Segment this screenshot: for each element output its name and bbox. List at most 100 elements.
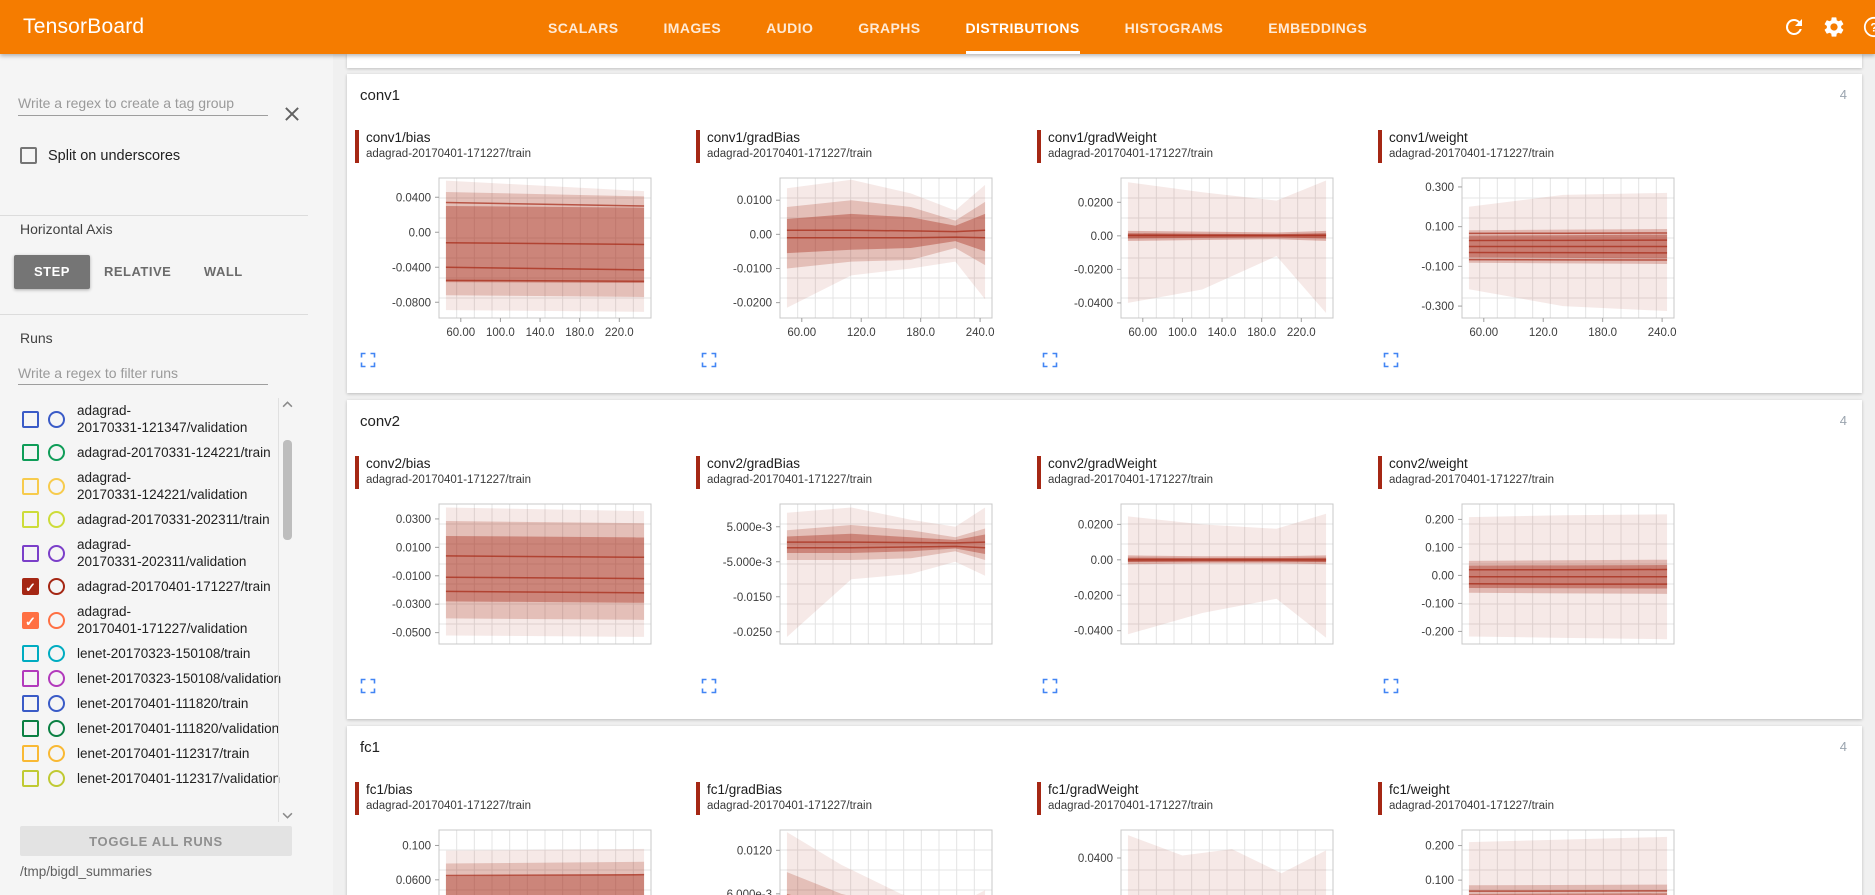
run-radio[interactable] (48, 720, 65, 737)
tab-graphs[interactable]: GRAPHS (858, 20, 921, 36)
run-radio[interactable] (48, 745, 65, 762)
run-row[interactable]: lenet-20170401-112317/train (0, 741, 302, 766)
expand-chart-button[interactable] (359, 352, 377, 370)
axis-relative-button[interactable]: RELATIVE (104, 264, 172, 279)
axis-wall-button[interactable]: WALL (203, 264, 243, 279)
chart-tag-name: conv2/gradBias (707, 456, 801, 471)
expand-chart-button[interactable] (700, 352, 718, 370)
run-row[interactable]: lenet-20170323-150108/train (0, 641, 302, 666)
tag-group-header[interactable]: conv2 4 (347, 400, 1862, 442)
run-checkbox[interactable] (22, 770, 39, 787)
svg-text:0.00: 0.00 (750, 229, 772, 241)
distribution-chart[interactable]: 0.0200 0.00 -0.0200 -0.0400 60.00 100.0 140.0 1… (1035, 172, 1371, 344)
distribution-chart[interactable]: 5.000e-3 -5.000e-3 -0.0150 -0.0250 (694, 498, 1030, 670)
run-checkbox[interactable] (22, 720, 39, 737)
run-row[interactable]: adagrad- 20170331-202311/validation (0, 532, 302, 574)
run-row[interactable]: adagrad-20170331-124221/train (0, 440, 302, 465)
horizontal-axis-label: Horizontal Axis (20, 221, 113, 237)
run-radio[interactable] (48, 544, 65, 562)
run-checkbox[interactable] (22, 670, 39, 687)
expand-chart-button[interactable] (1041, 678, 1059, 696)
expand-chart-button[interactable] (1041, 352, 1059, 370)
svg-text:0.100: 0.100 (402, 840, 431, 852)
run-checkbox[interactable] (22, 645, 39, 662)
run-row[interactable]: ✓ adagrad-20170401-171227/train (0, 574, 302, 599)
scroll-down-icon[interactable] (282, 812, 293, 819)
run-radio[interactable] (48, 645, 65, 662)
chart-tag-name: conv2/bias (366, 456, 431, 471)
help-icon[interactable]: ? (1862, 15, 1875, 39)
settings-gear-icon[interactable] (1822, 15, 1846, 39)
scrollbar-thumb[interactable] (283, 440, 292, 540)
scroll-up-icon[interactable] (282, 401, 293, 408)
distribution-chart[interactable]: 0.0300 0.0100 -0.0100 -0.0300 -0.0500 (353, 498, 689, 670)
tag-group-header[interactable]: conv1 4 (347, 74, 1862, 116)
run-checkbox[interactable] (22, 544, 39, 562)
run-checkbox[interactable] (22, 410, 39, 428)
run-name: adagrad-20170331-202311/train (77, 512, 270, 527)
run-checkbox[interactable]: ✓ (22, 611, 39, 629)
run-radio[interactable] (48, 410, 65, 428)
split-underscores-checkbox[interactable] (20, 147, 37, 164)
svg-text:5.000e-3: 5.000e-3 (727, 522, 772, 534)
run-regex-input[interactable] (18, 361, 268, 385)
run-radio[interactable] (48, 578, 65, 595)
split-underscores-option[interactable]: Split on underscores (20, 147, 180, 164)
toggle-all-runs-button[interactable]: TOGGLE ALL RUNS (20, 826, 292, 856)
run-row[interactable]: ✓ adagrad- 20170401-171227/validation (0, 599, 302, 641)
run-radio[interactable] (48, 511, 65, 528)
distribution-chart[interactable]: 0.0400 0.00 -0.0400 -0.0800 60.00 100.0 140.0 1… (353, 172, 689, 344)
expand-chart-button[interactable] (1382, 352, 1400, 370)
distribution-chart[interactable]: 0.0200 0.00 -0.0200 -0.0400 (1035, 498, 1371, 670)
run-row[interactable]: lenet-20170401-111820/train (0, 691, 302, 716)
run-radio[interactable] (48, 770, 65, 787)
run-radio[interactable] (48, 670, 65, 687)
run-checkbox[interactable]: ✓ (22, 578, 39, 595)
axis-step-button[interactable]: STEP (14, 255, 90, 289)
tag-group-card-fc1: fc1 4 fc1/bias adagrad-20170401-171227/trai… (347, 726, 1862, 895)
tab-scalars[interactable]: SCALARS (548, 20, 619, 36)
refresh-icon[interactable] (1782, 15, 1806, 39)
chart-run-name: adagrad-20170401-171227/train (1048, 799, 1213, 812)
close-icon[interactable] (281, 103, 303, 125)
expand-chart-button[interactable] (359, 678, 377, 696)
tab-audio[interactable]: AUDIO (766, 20, 814, 36)
svg-text:-0.0200: -0.0200 (733, 298, 772, 310)
run-row[interactable]: lenet-20170401-111820/validation (0, 716, 302, 741)
svg-text:?: ? (1870, 20, 1875, 34)
tab-images[interactable]: IMAGES (663, 20, 722, 36)
run-checkbox[interactable] (22, 477, 39, 495)
chart-card: conv1/bias adagrad-20170401-171227/train 0… (353, 116, 694, 373)
tab-distributions[interactable]: DISTRIBUTIONS (965, 0, 1080, 54)
run-color-bar (696, 782, 700, 815)
check-icon: ✓ (25, 580, 36, 595)
run-checkbox[interactable] (22, 444, 39, 461)
tag-regex-input[interactable] (18, 90, 268, 116)
run-radio[interactable] (48, 477, 65, 495)
run-radio[interactable] (48, 444, 65, 461)
run-radio[interactable] (48, 611, 65, 629)
run-checkbox[interactable] (22, 745, 39, 762)
distribution-chart[interactable]: 0.0100 0.00 -0.0100 -0.0200 60.00 120.0 180.0 2… (694, 172, 1030, 344)
tag-group-header[interactable]: fc1 4 (347, 726, 1862, 768)
distribution-chart[interactable]: 0.300 0.100 -0.100 -0.300 60.00 120.0 180.0 240… (1376, 172, 1712, 344)
chart-title-block: fc1/gradWeight adagrad-20170401-171227/tr… (1037, 782, 1376, 818)
run-row[interactable]: adagrad- 20170331-121347/validation (0, 398, 302, 440)
run-checkbox[interactable] (22, 511, 39, 528)
tab-histograms[interactable]: HISTOGRAMS (1124, 20, 1224, 36)
distribution-chart[interactable]: 0.200 0.100 0.00 -0.100 -0.200 (1376, 498, 1712, 670)
svg-text:140.0: 140.0 (526, 327, 555, 339)
run-row[interactable]: lenet-20170323-150108/validation (0, 666, 302, 691)
run-row[interactable]: lenet-20170401-112317/validation (0, 766, 302, 791)
run-row[interactable]: adagrad- 20170331-124221/validation (0, 465, 302, 507)
expand-chart-button[interactable] (1382, 678, 1400, 696)
run-row[interactable]: adagrad-20170331-202311/train (0, 507, 302, 532)
run-checkbox[interactable] (22, 695, 39, 712)
tab-embeddings[interactable]: EMBEDDINGS (1268, 20, 1368, 36)
run-radio[interactable] (48, 695, 65, 712)
expand-chart-button[interactable] (700, 678, 718, 696)
